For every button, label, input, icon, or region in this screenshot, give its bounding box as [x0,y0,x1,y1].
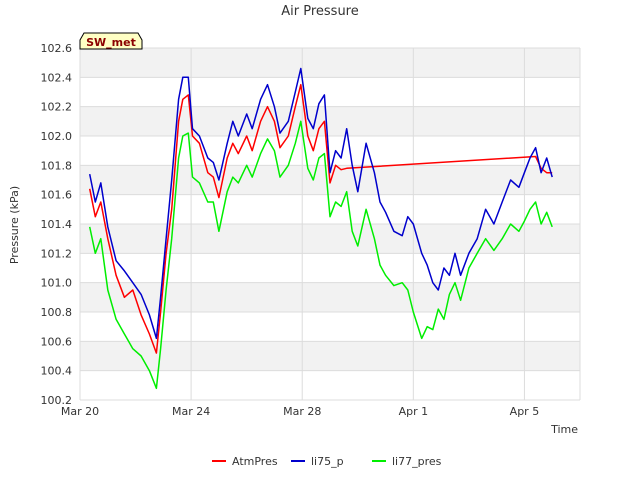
plot-band [80,224,580,254]
plot-band [80,341,580,371]
y-tick-label: 100.4 [41,365,73,378]
y-tick-label: 102.2 [41,101,73,114]
y-axis-ticks: 100.2 100.4 100.6 100.8 101.0 101.2 101.4 101.6… [41,42,73,407]
plot-band [80,106,580,136]
series-line-li75-p [88,67,553,340]
y-tick-label: 102.0 [41,130,73,143]
plot-band [80,48,580,78]
grid-lines [79,47,581,401]
legend-label: li75_p [311,455,344,468]
series-lines [88,67,553,390]
y-tick-label: 101.8 [41,159,73,172]
x-tick-label: Apr 1 [399,405,429,418]
y-tick-label: 101.6 [41,189,73,202]
x-axis-label: Time [550,423,578,436]
y-tick-label: 100.8 [41,306,73,319]
y-axis-label: Pressure (kPa) [8,186,21,264]
y-tick-label: 100.6 [41,335,73,348]
x-tick-label: Mar 28 [283,405,321,418]
x-tick-label: Mar 20 [61,405,99,418]
y-tick-label: 102.4 [41,71,73,84]
series-line-li77-pres [88,120,553,390]
legend-item-atmpres: AtmPres [212,455,278,468]
legend-item-li77-pres: li77_pres [372,455,442,468]
legend-label: AtmPres [232,455,278,468]
y-tick-label: 101.4 [41,218,73,231]
y-tick-label: 101.2 [41,247,73,260]
y-tick-label: 101.0 [41,277,73,290]
y-tick-label: 100.2 [41,394,73,407]
station-badge: SW_met [79,32,143,50]
legend-item-li75-p: li75_p [291,455,344,468]
legend: AtmPres li75_p li77_pres [212,455,442,468]
badge-label: SW_met [86,36,136,49]
legend-label: li77_pres [392,455,442,468]
x-tick-label: Apr 5 [510,405,540,418]
plot-band [80,282,580,312]
badge-background [79,32,143,50]
y-tick-label: 102.6 [41,42,73,55]
x-tick-label: Mar 24 [172,405,210,418]
x-axis-ticks: Mar 20 Mar 24 Mar 28 Apr 1 Apr 5 [61,405,539,418]
chart-title: Air Pressure [281,4,359,19]
series-line-atmpres [88,83,553,354]
